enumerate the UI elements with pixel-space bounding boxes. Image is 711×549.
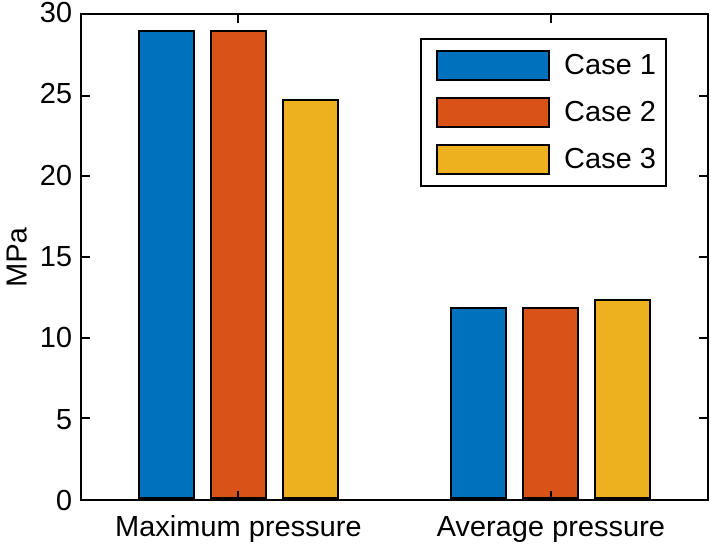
tick-left-20 [82, 175, 90, 178]
tick-right-15 [699, 256, 707, 258]
y-tick-label-30: 30 [39, 0, 72, 29]
tick-right-25 [699, 94, 707, 97]
tick-left-10 [82, 336, 90, 339]
legend-label-case-1: Case 1 [564, 49, 656, 81]
bar-case-2-maximum-pressure [209, 30, 267, 499]
legend-row-case-2: Case 2 [436, 97, 665, 128]
x-tick-top-maximum-pressure [237, 15, 240, 23]
x-tick-top-average-pressure [549, 15, 552, 23]
legend-label-case-2: Case 2 [564, 96, 656, 128]
y-tick-label-10: 10 [39, 322, 72, 355]
y-tick-label-25: 25 [39, 78, 72, 111]
tick-left-25 [82, 94, 90, 97]
legend-swatch-case-3 [436, 144, 550, 175]
tick-left-5 [82, 417, 90, 420]
tick-right-20 [699, 175, 707, 178]
y-tick-label-15: 15 [39, 241, 72, 273]
bar-case-3-maximum-pressure [281, 99, 339, 499]
x-tick-bottom-maximum-pressure [237, 491, 240, 499]
y-tick-label-5: 5 [55, 403, 72, 436]
y-tick-label-0: 0 [55, 485, 72, 517]
tick-left-15 [82, 256, 90, 258]
bar-case-3-average-pressure [594, 299, 652, 499]
tick-right-5 [699, 417, 707, 420]
legend-label-case-3: Case 3 [564, 143, 656, 175]
bar-case-2-average-pressure [522, 307, 580, 499]
legend-swatch-case-2 [436, 97, 550, 128]
tick-right-10 [699, 336, 707, 339]
legend-swatch-case-1 [436, 50, 550, 81]
x-tick-bottom-average-pressure [549, 491, 552, 499]
bar-case-1-average-pressure [450, 307, 508, 499]
y-tick-label-20: 20 [39, 159, 72, 192]
x-tick-label-average-pressure: Average pressure [436, 511, 665, 543]
legend-row-case-3: Case 3 [436, 144, 665, 175]
legend-row-case-1: Case 1 [436, 50, 665, 81]
legend: Case 1 Case 2 Case 3 [420, 38, 667, 187]
bar-case-1-maximum-pressure [137, 30, 195, 499]
x-tick-label-maximum-pressure: Maximum pressure [114, 511, 362, 543]
